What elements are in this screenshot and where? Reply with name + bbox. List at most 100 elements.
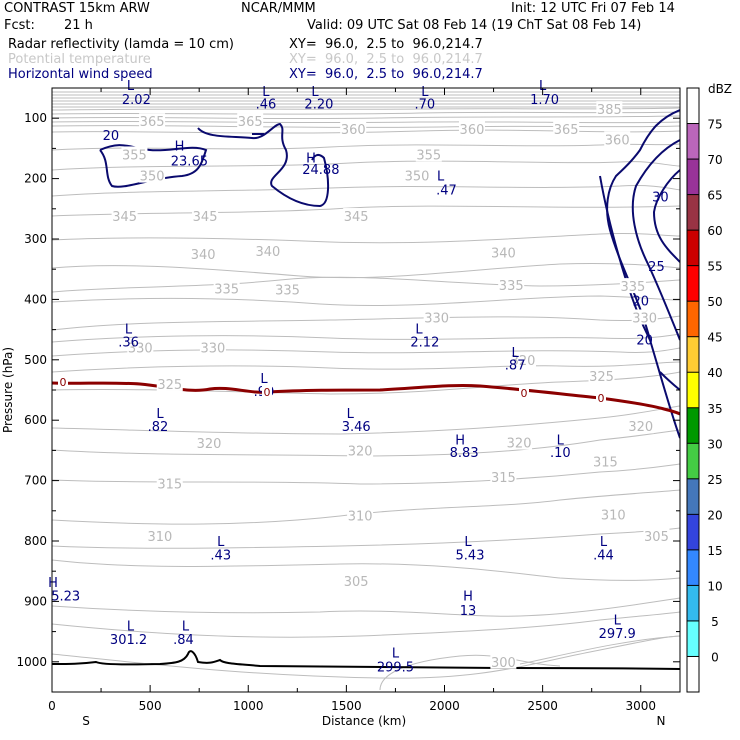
wind-label: 3.46 — [342, 420, 371, 435]
theta-label-bg — [588, 368, 615, 384]
theta-label: 305 — [644, 530, 669, 545]
theta-label: 340 — [255, 245, 280, 260]
colorbar-frame — [686, 87, 700, 693]
theta-label-bg — [121, 146, 148, 162]
y-tick-label: 300 — [24, 232, 47, 246]
colorbar-label: 50 — [707, 295, 722, 309]
wind-label: L — [260, 372, 268, 387]
wind-label: .47 — [436, 183, 457, 198]
theta-label: 330 — [128, 342, 153, 357]
wind-label: .36 — [118, 336, 139, 351]
colorbar-swatch — [687, 88, 699, 124]
wind-label: L — [415, 322, 423, 337]
theta-label-bg — [111, 208, 138, 224]
theta-label-bg — [146, 528, 173, 544]
theta-label: 365 — [238, 115, 263, 130]
theta-label: 320 — [507, 437, 532, 452]
colorbar-swatch — [687, 265, 699, 302]
theta-label-bg — [404, 167, 431, 183]
field-theta-name: Potential temperature — [8, 52, 151, 67]
wind-label: L — [437, 170, 445, 185]
theta-label: 355 — [416, 148, 441, 163]
y-tick-label: 800 — [24, 534, 47, 548]
theta-label-bg — [643, 528, 670, 544]
theta-label-bg — [596, 101, 623, 117]
wind-label: .46 — [256, 98, 277, 113]
theta-label: 330 — [201, 342, 226, 357]
y-tick-label: 600 — [24, 413, 47, 427]
colorbar-swatch — [687, 336, 699, 373]
theta-label: 360 — [341, 123, 366, 138]
colorbar-swatch — [687, 123, 699, 160]
colorbar-swatch — [687, 514, 699, 550]
field-reflectivity-xy: XY= 96.0, 2.5 to 96.0,214.7 — [289, 37, 483, 52]
theta-label-bg — [156, 375, 183, 391]
colorbar-label: 30 — [707, 437, 722, 451]
theta-label: 350 — [405, 170, 430, 185]
field-wind-xy: XY= 96.0, 2.5 to 96.0,214.7 — [289, 67, 483, 82]
init-time: Init: 12 UTC Fri 07 Feb 14 — [511, 1, 675, 16]
theta-label-bg — [553, 121, 580, 137]
wind-label: .70 — [415, 98, 436, 113]
theta-label: 350 — [140, 170, 165, 185]
y-axis-title: Pressure (hPa) — [1, 347, 15, 433]
wind-label: L — [182, 620, 190, 635]
colorbar-swatch — [687, 159, 699, 195]
y-tick-label: 500 — [24, 353, 47, 367]
wind-label: L — [125, 322, 133, 337]
theta-label: 305 — [344, 575, 369, 590]
theta-label-bg — [127, 339, 154, 355]
wind-label: L — [600, 535, 608, 550]
theta-label: 300 — [491, 656, 516, 671]
theta-label: 310 — [601, 508, 626, 523]
theta-label-bg — [490, 468, 517, 484]
valid-time: Valid: 09 UTC Sat 08 Feb 14 (19 ChT Sat … — [307, 18, 642, 33]
colorbar-label: 5 — [711, 615, 719, 629]
field-wind-name: Horizontal wind speed — [8, 67, 153, 82]
theta-label: 320 — [348, 444, 373, 459]
wind-label: 20 — [636, 333, 653, 348]
wind-label: .84 — [173, 633, 194, 648]
theta-label: 310 — [148, 530, 173, 545]
colorbar-label: 65 — [707, 189, 722, 203]
wind-label: L — [127, 620, 135, 635]
wind-label: 2.12 — [410, 336, 439, 351]
theta-label-bg — [190, 246, 217, 262]
reflectivity-zero-labels: 0 0 0 0 — [58, 376, 606, 405]
theta-label: 320 — [511, 354, 536, 369]
x-tick-label: 1500 — [331, 699, 362, 713]
x-tick-label: 1000 — [233, 699, 264, 713]
wind-label: .87 — [505, 359, 526, 374]
theta-label-bg — [604, 131, 631, 147]
fcst-value: 21 h — [64, 18, 93, 33]
theta-label: 345 — [344, 210, 369, 225]
theta-label-bg — [199, 339, 226, 355]
colorbar-label: 55 — [707, 260, 722, 274]
wind-label: 20 — [103, 129, 120, 144]
potential-temperature-contours — [52, 91, 680, 691]
x-axis-title: Distance (km) — [322, 714, 406, 728]
theta-label-bg — [196, 435, 222, 451]
theta-label: 345 — [193, 210, 218, 225]
colorbar-label: 20 — [707, 508, 722, 522]
theta-label-bg — [274, 281, 301, 297]
theta-label: 330 — [632, 312, 657, 327]
wind-label: H — [175, 139, 185, 154]
wind-label: .82 — [148, 420, 169, 435]
colorbar-label: 45 — [707, 331, 722, 345]
colorbar-label: 15 — [707, 544, 722, 558]
theta-label-bg — [254, 243, 281, 259]
colorbar-swatch — [687, 443, 699, 479]
x-tick-label: 2500 — [527, 699, 558, 713]
theta-label-bg — [490, 244, 517, 260]
wind-label: 25 — [648, 260, 665, 275]
model-title: CONTRAST 15km ARW — [4, 1, 150, 16]
wind-label: 23.65 — [171, 154, 208, 169]
theta-label: 320 — [197, 437, 222, 452]
field-reflectivity-name: Radar reflectivity (lamda = 10 cm) — [8, 37, 234, 52]
x-tick-label: 500 — [139, 699, 162, 713]
x-end-label-south: S — [82, 714, 90, 728]
colorbar-label: 60 — [707, 224, 722, 238]
theta-label: 360 — [460, 123, 485, 138]
